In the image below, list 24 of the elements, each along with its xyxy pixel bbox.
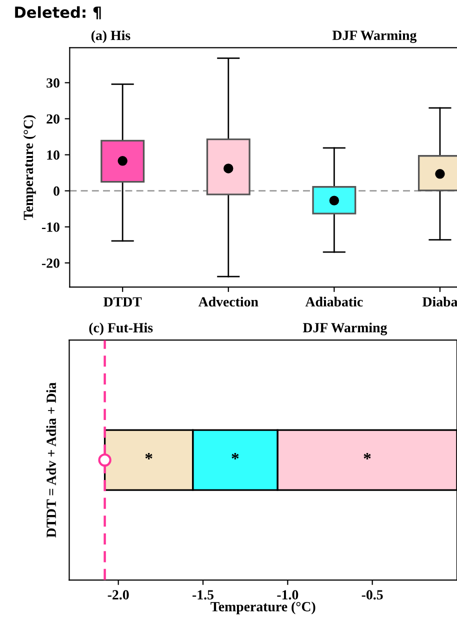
annotation: * xyxy=(145,453,152,460)
y-tick-label: 30 xyxy=(46,78,60,88)
x-tick-label: -1.5 xyxy=(192,590,214,600)
text: Deleted: ¶ xyxy=(15,6,101,20)
chart-title: (a) His xyxy=(91,30,130,43)
y-tick-label: 0 xyxy=(54,186,60,196)
y-tick-label: 20 xyxy=(46,114,60,124)
y-tick-label: -10 xyxy=(42,222,60,232)
chart-subtitle: DJF Warming xyxy=(332,30,417,43)
y-tick-label: -20 xyxy=(42,258,60,268)
y-axis-title: DTDT = Adv + Adia + Dia xyxy=(46,382,56,538)
x-tick-label: DTDT xyxy=(104,297,142,306)
x-tick-label: -1.0 xyxy=(277,590,298,600)
x-axis-title: Temperature (°C) xyxy=(210,602,316,614)
x-tick-label: Advection xyxy=(198,296,258,307)
x-tick-label: -0.5 xyxy=(362,590,383,600)
x-tick-label: -2.0 xyxy=(108,590,129,600)
annotation: * xyxy=(364,453,371,460)
annotation: * xyxy=(232,453,239,460)
y-axis-title: Temperature (°C) xyxy=(23,115,36,220)
chart-subtitle: DJF Warming xyxy=(302,322,388,336)
x-tick-label: Adiabatic xyxy=(305,296,363,307)
y-tick-label: 10 xyxy=(47,150,60,160)
chart-title: (c) Fut-His xyxy=(89,322,153,336)
